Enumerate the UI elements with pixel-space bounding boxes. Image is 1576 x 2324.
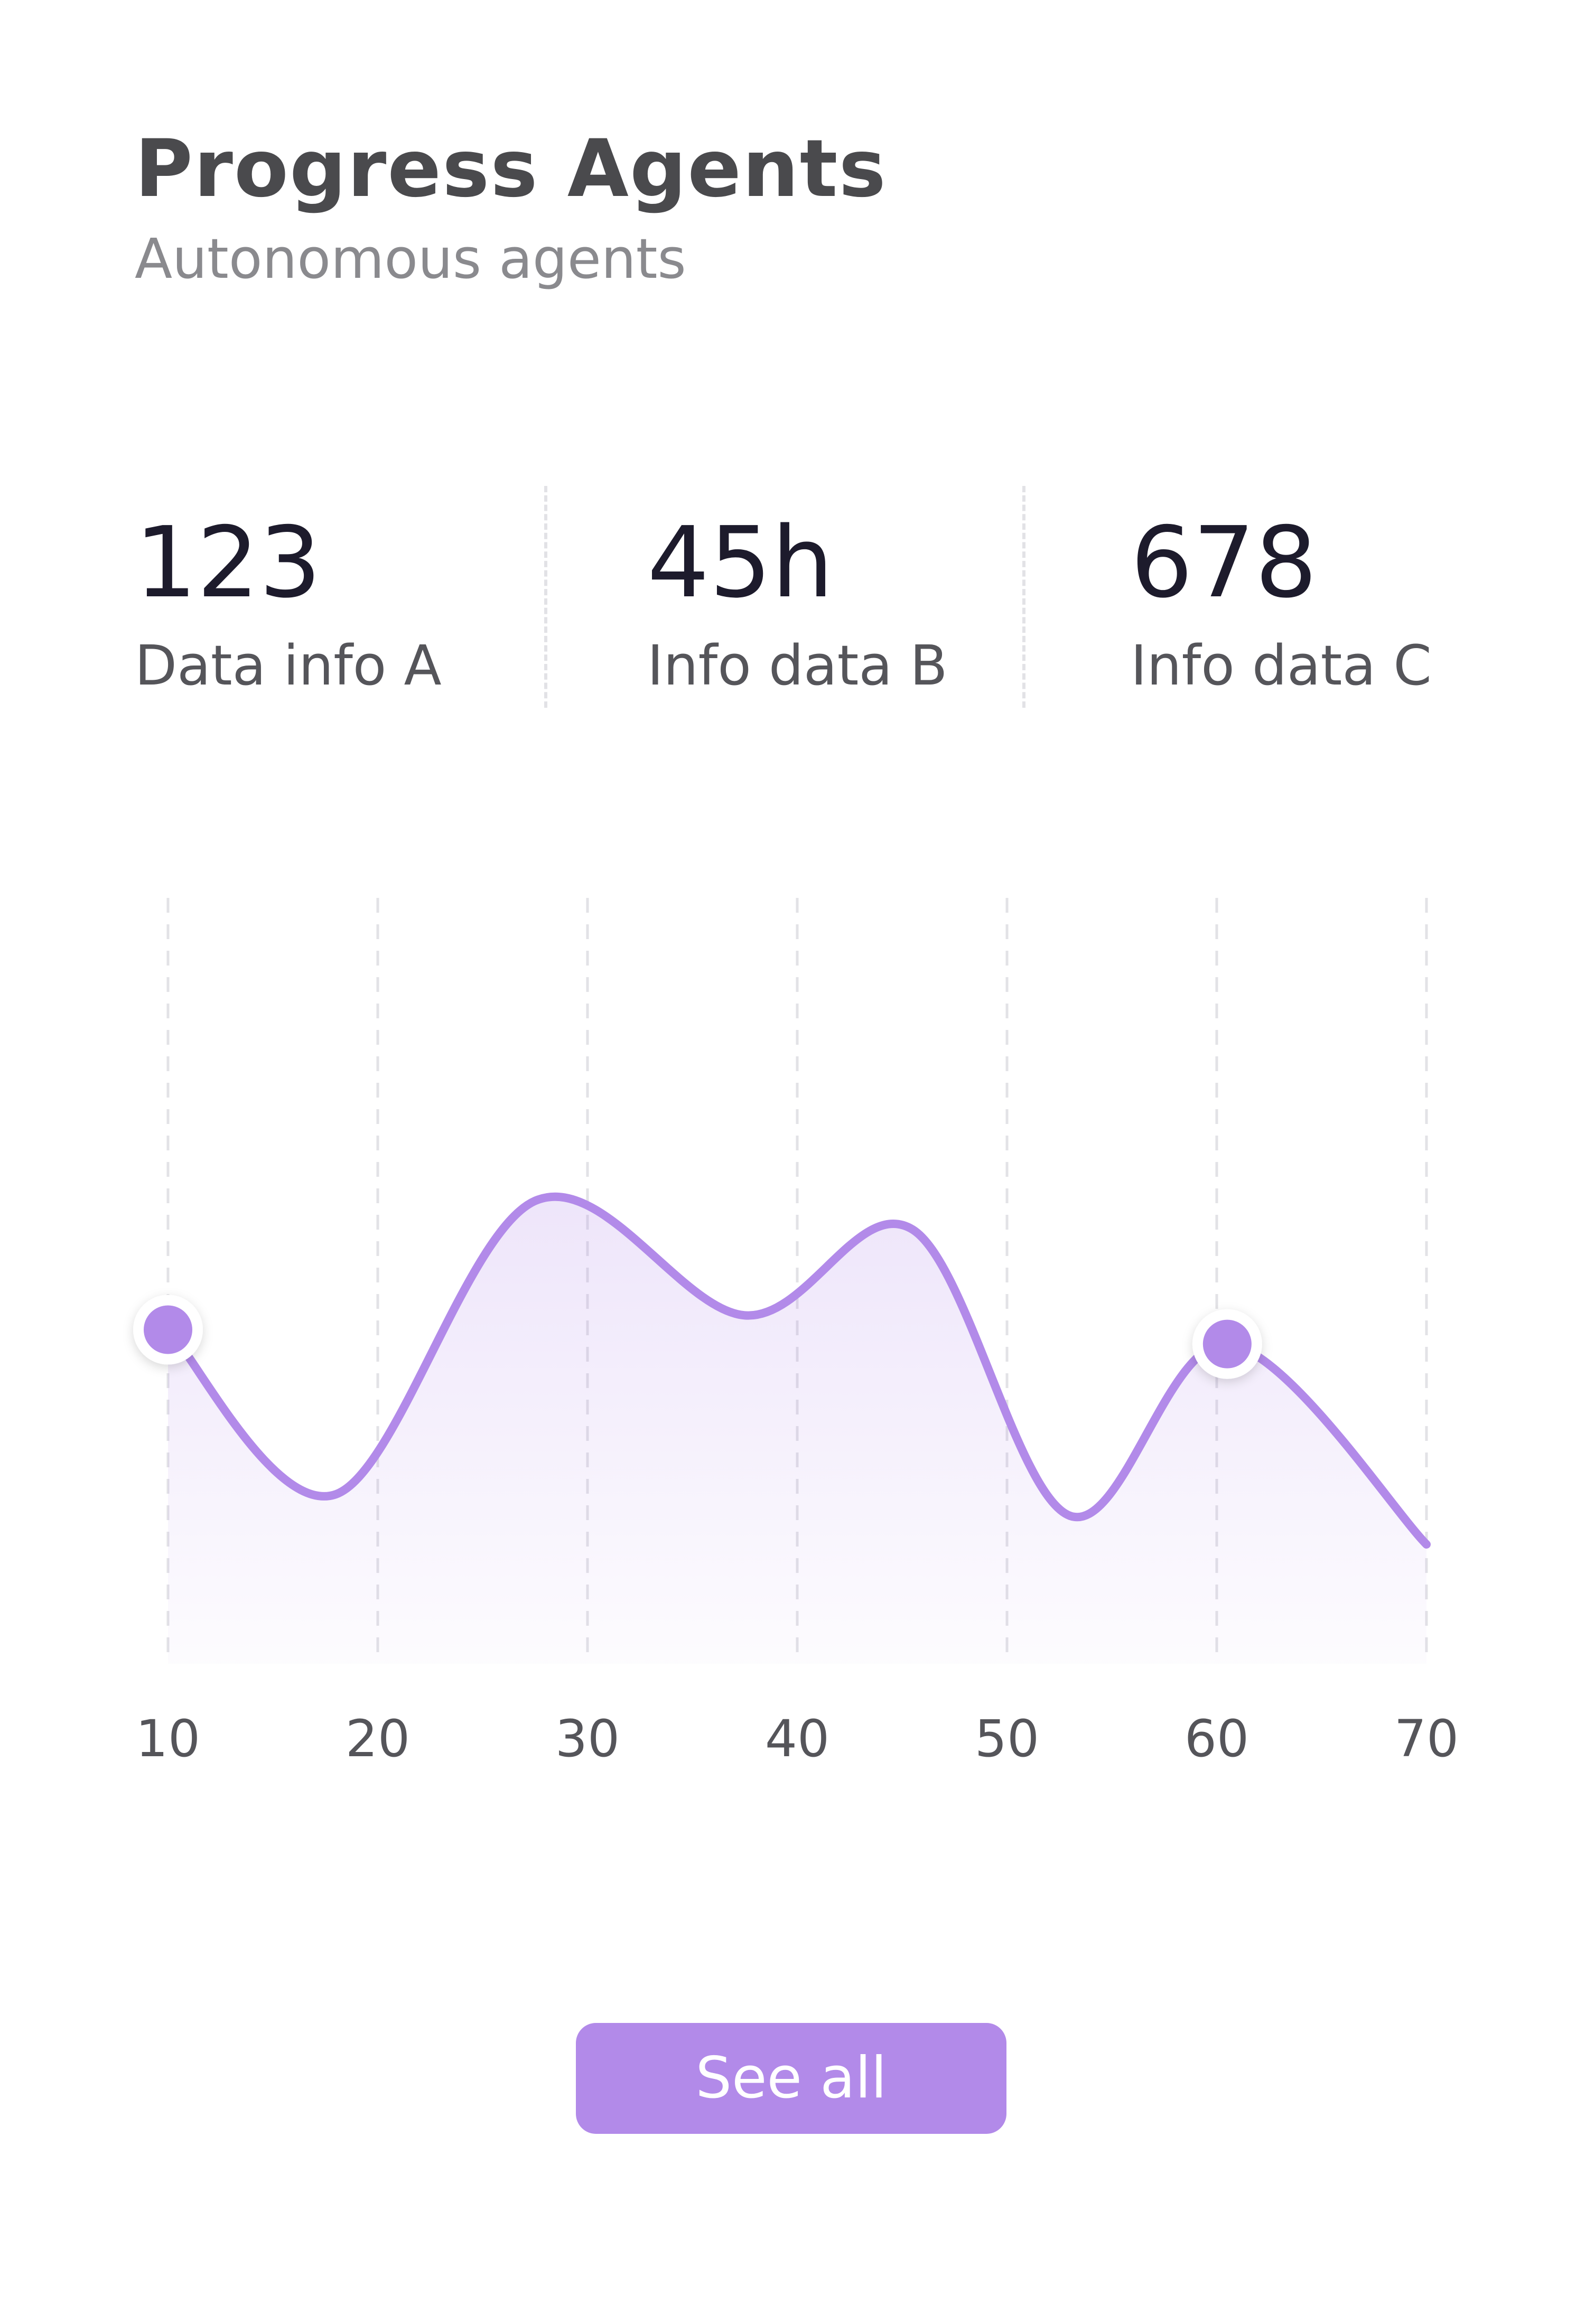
x-tick-label: 50	[975, 1709, 1039, 1768]
x-tick-label: 30	[555, 1709, 620, 1768]
stat-a-label: Data info A	[135, 633, 442, 698]
page-subtitle: Autonomous agents	[135, 227, 686, 291]
stat-b: 45h Info data B	[647, 507, 948, 702]
stat-divider	[544, 486, 547, 708]
marker-dot	[1202, 1319, 1252, 1369]
x-tick-label: 70	[1394, 1709, 1459, 1768]
stats-row: 123 Data info A 45h Info data B 678 Info…	[0, 486, 1576, 708]
stat-c-value: 678	[1131, 505, 1318, 620]
see-all-button[interactable]: See all	[576, 2023, 1006, 2134]
stat-a-value: 123	[135, 505, 322, 620]
marker-dot	[144, 1305, 192, 1354]
stat-c-label: Info data C	[1131, 633, 1432, 698]
data-point-marker[interactable]	[1192, 1309, 1262, 1379]
stat-c: 678 Info data C	[1131, 507, 1432, 702]
stat-divider	[1022, 486, 1025, 708]
x-tick-label: 40	[765, 1709, 829, 1768]
x-tick-label: 10	[136, 1709, 200, 1768]
data-point-marker[interactable]	[133, 1295, 203, 1365]
stat-b-label: Info data B	[647, 633, 948, 698]
card-header: Progress Agents Autonomous agents	[135, 116, 887, 296]
stat-b-value: 45h	[647, 505, 834, 620]
x-tick-label: 20	[346, 1709, 410, 1768]
series-area	[168, 1196, 1426, 1664]
stat-a: 123 Data info A	[135, 507, 442, 702]
x-tick-label: 60	[1185, 1709, 1249, 1768]
page-title: Progress Agents	[135, 123, 887, 215]
